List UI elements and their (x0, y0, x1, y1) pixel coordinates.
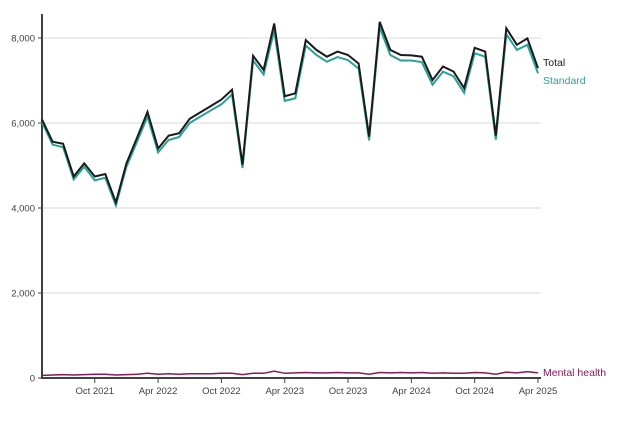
x-tick-label: Apr 2022 (139, 386, 178, 397)
total-line (41, 21, 539, 206)
x-tick-label: Oct 2024 (455, 386, 494, 397)
x-tick-label: Oct 2021 (75, 386, 114, 397)
series-label-mental-health: Mental health (543, 367, 607, 379)
x-tick-label: Apr 2025 (519, 386, 558, 397)
x-tick-label: Apr 2024 (392, 386, 431, 397)
y-tick-label: 2,000 (11, 289, 35, 300)
x-tick-label: Oct 2023 (329, 386, 368, 397)
x-tick-label: Apr 2023 (265, 386, 304, 397)
standard-line (41, 27, 539, 209)
x-tick-label: Oct 2022 (202, 386, 241, 397)
mental-health-line (41, 370, 539, 377)
y-tick-label: 4,000 (11, 204, 35, 215)
y-tick-label: 6,000 (11, 119, 35, 130)
y-tick-label: 0 (30, 374, 35, 385)
series-label-standard: Standard (543, 75, 586, 87)
y-tick-label: 8,000 (11, 34, 35, 45)
series-label-total: Total (543, 57, 566, 69)
